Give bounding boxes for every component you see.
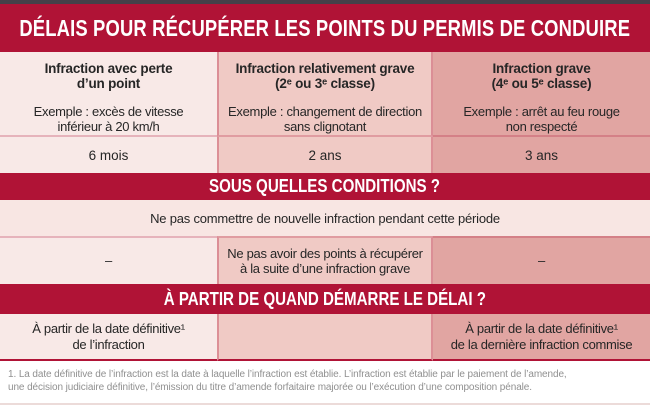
delay-cell-2: 2 ans bbox=[217, 137, 433, 173]
extra-condition-cell-3: – bbox=[433, 236, 650, 284]
delay-start-cell-3: À partir de la date définitive¹ de la de… bbox=[433, 314, 650, 361]
main-title: DÉLAIS POUR RÉCUPÉRER LES POINTS DU PERM… bbox=[19, 14, 631, 41]
infraction-header-row: Infraction avec perte d’un point Exemple… bbox=[0, 52, 650, 137]
header-cell-infraction-1-point: Infraction avec perte d’un point Exemple… bbox=[0, 52, 217, 137]
bottom-divider bbox=[0, 403, 650, 405]
top-strip bbox=[0, 0, 650, 4]
infraction-3-title: Infraction grave (4ᵉ ou 5ᵉ classe) bbox=[491, 61, 592, 92]
infraction-1-title: Infraction avec perte d’un point bbox=[44, 61, 173, 92]
delay-start-row: À partir de la date définitive¹ de l’inf… bbox=[0, 314, 650, 361]
common-condition-row: Ne pas commettre de nouvelle infraction … bbox=[0, 200, 650, 236]
header-cell-infraction-classe-2-3: Infraction relativement grave (2ᵉ ou 3ᵉ … bbox=[217, 52, 433, 137]
extra-condition-cell-2: Ne pas avoir des points à récupérer à la… bbox=[217, 236, 433, 284]
footnote: 1. La date définitive de l’infraction es… bbox=[0, 361, 650, 408]
delay-start-cell-2 bbox=[217, 314, 433, 361]
delay-duration-row: 6 mois 2 ans 3 ans bbox=[0, 137, 650, 173]
delay-start-banner-title: À PARTIR DE QUAND DÉMARRE LE DÉLAI ? bbox=[163, 288, 487, 309]
delay-start-banner: À PARTIR DE QUAND DÉMARRE LE DÉLAI ? bbox=[0, 284, 650, 314]
delay-cell-3: 3 ans bbox=[433, 137, 650, 173]
infraction-2-title: Infraction relativement grave (2ᵉ ou 3ᵉ … bbox=[235, 61, 415, 92]
infraction-3-example: Exemple : arrêt au feu rouge non respect… bbox=[463, 103, 620, 135]
infraction-2-example: Exemple : changement de direction sans c… bbox=[228, 103, 422, 135]
delay-start-cell-1: À partir de la date définitive¹ de l’inf… bbox=[0, 314, 217, 361]
delay-cell-1: 6 mois bbox=[0, 137, 217, 173]
infraction-1-example: Exemple : excès de vitesse inférieur à 2… bbox=[33, 103, 184, 135]
extra-condition-row: – Ne pas avoir des points à récupérer à … bbox=[0, 236, 650, 284]
extra-condition-cell-1: – bbox=[0, 236, 217, 284]
conditions-banner: SOUS QUELLES CONDITIONS ? bbox=[0, 173, 650, 200]
conditions-banner-title: SOUS QUELLES CONDITIONS ? bbox=[209, 176, 441, 196]
main-title-banner: DÉLAIS POUR RÉCUPÉRER LES POINTS DU PERM… bbox=[0, 4, 650, 52]
header-cell-infraction-classe-4-5: Infraction grave (4ᵉ ou 5ᵉ classe) Exemp… bbox=[433, 52, 650, 137]
